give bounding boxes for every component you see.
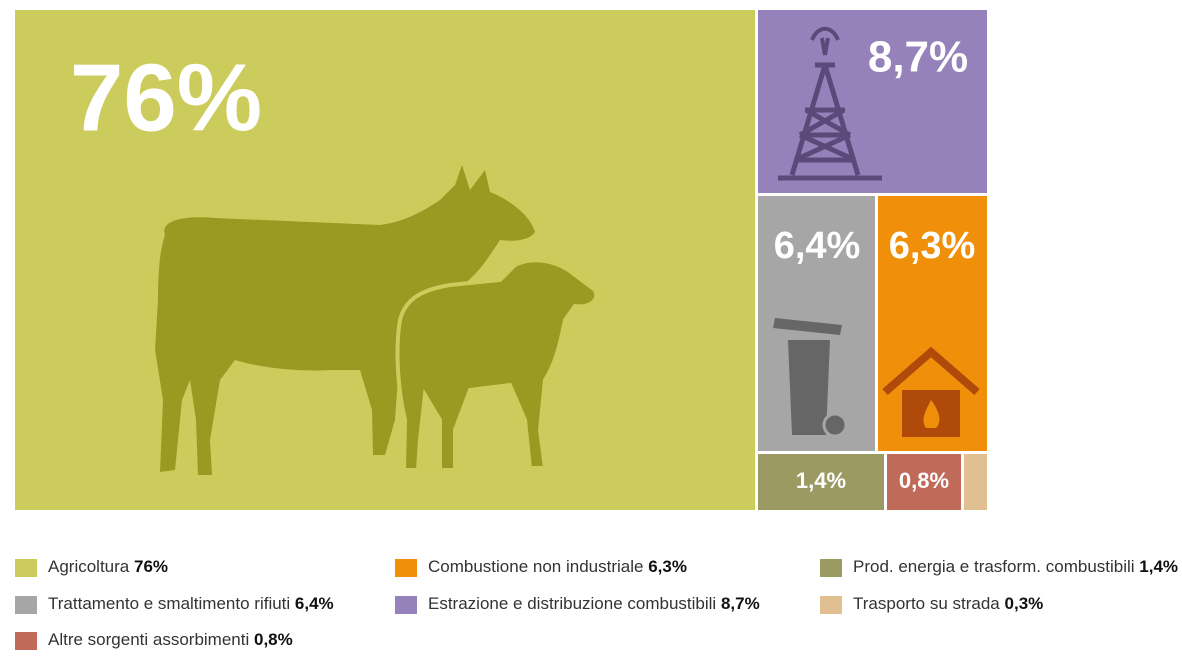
legend-swatch bbox=[15, 559, 37, 577]
legend-label: Estrazione e distribuzione combustibili bbox=[428, 594, 716, 613]
legend-label: Prod. energia e trasform. combustibili bbox=[853, 557, 1135, 576]
tile-label: 1,4% bbox=[796, 468, 846, 493]
tile-label: 6,3% bbox=[889, 225, 976, 267]
legend-label: Agricoltura bbox=[48, 557, 130, 576]
tile-label: 8,7% bbox=[868, 33, 968, 82]
legend-swatch bbox=[15, 596, 37, 614]
legend-entry: Combustione non industriale 6,3% bbox=[428, 557, 687, 576]
legend-entry: Altre sorgenti assorbimenti 0,8% bbox=[48, 630, 293, 649]
legend-entry: Agricoltura 76% bbox=[48, 557, 168, 576]
legend-value: 1,4% bbox=[1139, 557, 1178, 576]
legend-entry: Trattamento e smaltimento rifiuti 6,4% bbox=[48, 594, 334, 613]
legend-value: 0,8% bbox=[254, 630, 293, 649]
legend-label: Combustione non industriale bbox=[428, 557, 643, 576]
legend-value: 8,7% bbox=[721, 594, 760, 613]
legend-entry: Estrazione e distribuzione combustibili … bbox=[428, 594, 760, 613]
legend-value: 6,4% bbox=[295, 594, 334, 613]
legend-value: 0,3% bbox=[1005, 594, 1044, 613]
tile bbox=[964, 454, 987, 510]
legend-label: Trasporto su strada bbox=[853, 594, 1000, 613]
chart: Agricoltura 76% Trattamento e smaltimento… bbox=[0, 0, 1182, 657]
tile-label: 76% bbox=[70, 44, 262, 151]
legend-swatch bbox=[820, 559, 842, 577]
legend-label: Altre sorgenti assorbimenti bbox=[48, 630, 249, 649]
tile-label: 0,8% bbox=[899, 468, 949, 493]
legend-swatch bbox=[820, 596, 842, 614]
legend-value: 76% bbox=[134, 557, 168, 576]
legend-entry: Trasporto su strada 0,3% bbox=[853, 594, 1043, 613]
legend-entry: Prod. energia e trasform. combustibili 1… bbox=[853, 557, 1178, 576]
legend-swatch bbox=[395, 596, 417, 614]
legend-value: 6,3% bbox=[648, 557, 687, 576]
legend-label: Trattamento e smaltimento rifiuti bbox=[48, 594, 290, 613]
tile-label: 6,4% bbox=[774, 225, 861, 267]
legend-swatch bbox=[395, 559, 417, 577]
legend: Agricoltura 76% Trattamento e smaltimento… bbox=[15, 557, 1178, 650]
legend-swatch bbox=[15, 632, 37, 650]
